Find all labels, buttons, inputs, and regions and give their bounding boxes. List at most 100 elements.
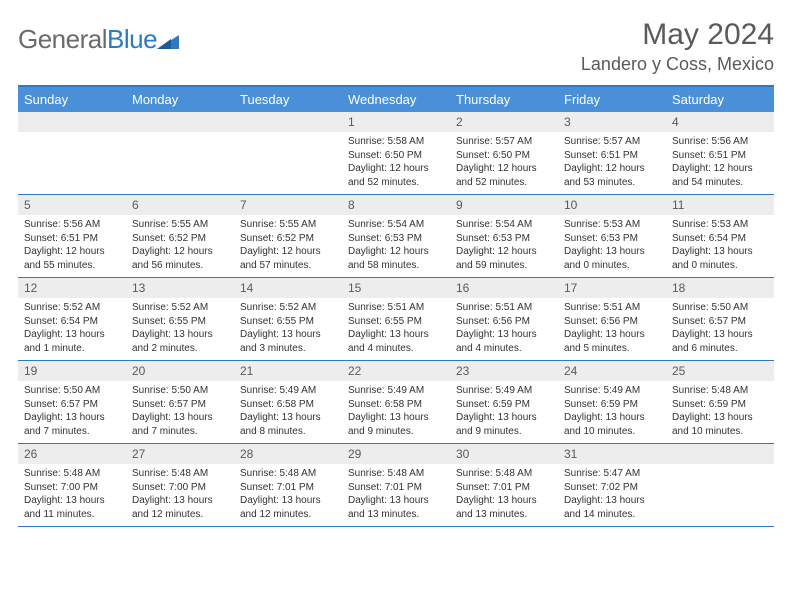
cell-date: 25 [666,361,774,381]
cell-line: Sunrise: 5:57 AM [456,135,552,149]
calendar-cell: 9Sunrise: 5:54 AMSunset: 6:53 PMDaylight… [450,195,558,277]
cell-details: Sunrise: 5:49 AMSunset: 6:59 PMDaylight:… [450,381,558,442]
cell-line: Sunrise: 5:48 AM [24,467,120,481]
calendar-cell: 11Sunrise: 5:53 AMSunset: 6:54 PMDayligh… [666,195,774,277]
calendar-cell: 16Sunrise: 5:51 AMSunset: 6:56 PMDayligh… [450,278,558,360]
cell-details: Sunrise: 5:55 AMSunset: 6:52 PMDaylight:… [234,215,342,276]
cell-line: Daylight: 13 hours and 12 minutes. [240,494,336,521]
cell-line: Sunset: 6:54 PM [672,232,768,246]
cell-line: Sunset: 7:01 PM [240,481,336,495]
cell-details: Sunrise: 5:54 AMSunset: 6:53 PMDaylight:… [342,215,450,276]
cell-details: Sunrise: 5:48 AMSunset: 7:01 PMDaylight:… [234,464,342,525]
cell-line: Sunrise: 5:56 AM [24,218,120,232]
cell-line: Sunrise: 5:49 AM [240,384,336,398]
cell-line: Sunset: 6:50 PM [456,149,552,163]
cell-date: 29 [342,444,450,464]
calendar-page: GeneralBlue May 2024 Landero y Coss, Mex… [0,0,792,527]
cell-line: Sunrise: 5:58 AM [348,135,444,149]
brand-name-blue: Blue [107,24,157,54]
cell-line: Sunset: 6:52 PM [132,232,228,246]
cell-line: Sunrise: 5:52 AM [132,301,228,315]
calendar-cell: 2Sunrise: 5:57 AMSunset: 6:50 PMDaylight… [450,112,558,194]
cell-line: Daylight: 13 hours and 5 minutes. [564,328,660,355]
brand-triangle-icon [157,31,179,49]
cell-line: Daylight: 12 hours and 53 minutes. [564,162,660,189]
calendar-cell: 18Sunrise: 5:50 AMSunset: 6:57 PMDayligh… [666,278,774,360]
cell-date: 2 [450,112,558,132]
calendar-cell: 1Sunrise: 5:58 AMSunset: 6:50 PMDaylight… [342,112,450,194]
cell-line: Sunrise: 5:55 AM [132,218,228,232]
cell-line: Sunrise: 5:52 AM [24,301,120,315]
cell-line: Daylight: 12 hours and 52 minutes. [348,162,444,189]
cell-line: Sunset: 6:51 PM [672,149,768,163]
cell-line: Daylight: 13 hours and 14 minutes. [564,494,660,521]
cell-date: 23 [450,361,558,381]
weekday-header: Wednesday [342,87,450,112]
cell-details: Sunrise: 5:57 AMSunset: 6:51 PMDaylight:… [558,132,666,193]
cell-date: 9 [450,195,558,215]
cell-line: Daylight: 13 hours and 7 minutes. [24,411,120,438]
cell-line: Sunset: 7:01 PM [348,481,444,495]
cell-line: Daylight: 13 hours and 4 minutes. [348,328,444,355]
cell-line: Sunrise: 5:53 AM [672,218,768,232]
cell-line: Daylight: 13 hours and 9 minutes. [348,411,444,438]
cell-line: Daylight: 12 hours and 54 minutes. [672,162,768,189]
cell-details: Sunrise: 5:50 AMSunset: 6:57 PMDaylight:… [666,298,774,359]
cell-line: Daylight: 12 hours and 58 minutes. [348,245,444,272]
weekday-header: Saturday [666,87,774,112]
cell-line: Daylight: 13 hours and 13 minutes. [456,494,552,521]
cell-details: Sunrise: 5:48 AMSunset: 7:01 PMDaylight:… [450,464,558,525]
cell-line: Sunrise: 5:48 AM [672,384,768,398]
calendar-cell: 25Sunrise: 5:48 AMSunset: 6:59 PMDayligh… [666,361,774,443]
cell-date: 1 [342,112,450,132]
cell-line: Sunset: 6:59 PM [456,398,552,412]
cell-line: Sunrise: 5:49 AM [348,384,444,398]
cell-line: Sunrise: 5:51 AM [348,301,444,315]
calendar-cell: 5Sunrise: 5:56 AMSunset: 6:51 PMDaylight… [18,195,126,277]
cell-line: Daylight: 13 hours and 0 minutes. [564,245,660,272]
month-year: May 2024 [581,18,774,52]
cell-date: 28 [234,444,342,464]
weekday-header: Thursday [450,87,558,112]
cell-line: Sunset: 6:51 PM [24,232,120,246]
calendar-week: 19Sunrise: 5:50 AMSunset: 6:57 PMDayligh… [18,361,774,444]
calendar-cell: 27Sunrise: 5:48 AMSunset: 7:00 PMDayligh… [126,444,234,526]
cell-date: 16 [450,278,558,298]
cell-date: 10 [558,195,666,215]
cell-line: Sunrise: 5:48 AM [456,467,552,481]
cell-details: Sunrise: 5:57 AMSunset: 6:50 PMDaylight:… [450,132,558,193]
cell-line: Sunset: 6:56 PM [456,315,552,329]
cell-line: Sunrise: 5:50 AM [132,384,228,398]
cell-details: Sunrise: 5:53 AMSunset: 6:53 PMDaylight:… [558,215,666,276]
cell-line: Daylight: 12 hours and 57 minutes. [240,245,336,272]
calendar-cell [126,112,234,194]
cell-line: Sunset: 6:57 PM [132,398,228,412]
calendar-cell: 22Sunrise: 5:49 AMSunset: 6:58 PMDayligh… [342,361,450,443]
cell-details: Sunrise: 5:51 AMSunset: 6:56 PMDaylight:… [558,298,666,359]
calendar-grid: Sunday Monday Tuesday Wednesday Thursday… [18,85,774,527]
cell-line: Sunrise: 5:57 AM [564,135,660,149]
cell-line: Sunset: 6:59 PM [564,398,660,412]
cell-date: 26 [18,444,126,464]
brand-logo: GeneralBlue [18,18,179,55]
cell-details: Sunrise: 5:52 AMSunset: 6:55 PMDaylight:… [234,298,342,359]
calendar-cell: 28Sunrise: 5:48 AMSunset: 7:01 PMDayligh… [234,444,342,526]
cell-details: Sunrise: 5:52 AMSunset: 6:55 PMDaylight:… [126,298,234,359]
cell-date: 31 [558,444,666,464]
cell-line: Sunset: 6:53 PM [564,232,660,246]
calendar-cell: 6Sunrise: 5:55 AMSunset: 6:52 PMDaylight… [126,195,234,277]
cell-details: Sunrise: 5:58 AMSunset: 6:50 PMDaylight:… [342,132,450,193]
location: Landero y Coss, Mexico [581,54,774,75]
cell-details: Sunrise: 5:47 AMSunset: 7:02 PMDaylight:… [558,464,666,525]
calendar-cell: 30Sunrise: 5:48 AMSunset: 7:01 PMDayligh… [450,444,558,526]
cell-line: Sunrise: 5:54 AM [456,218,552,232]
cell-date: 14 [234,278,342,298]
calendar-cell: 7Sunrise: 5:55 AMSunset: 6:52 PMDaylight… [234,195,342,277]
cell-line: Daylight: 13 hours and 10 minutes. [564,411,660,438]
cell-line: Sunset: 6:57 PM [24,398,120,412]
cell-line: Sunset: 6:56 PM [564,315,660,329]
cell-date: 17 [558,278,666,298]
cell-line: Daylight: 12 hours and 59 minutes. [456,245,552,272]
cell-date [126,112,234,132]
cell-line: Sunset: 6:53 PM [348,232,444,246]
